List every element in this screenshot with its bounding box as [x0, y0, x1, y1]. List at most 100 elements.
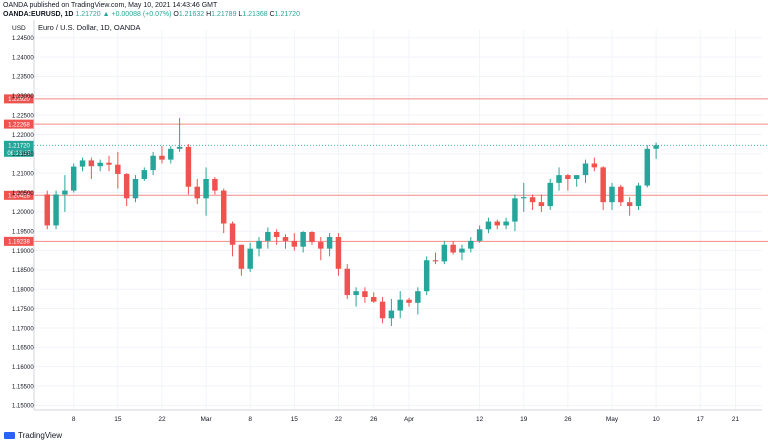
candle-body: [644, 148, 651, 186]
brand-label: TradingView: [18, 431, 63, 440]
candle-body: [291, 240, 298, 247]
candle-body: [635, 185, 642, 207]
candle-body: [318, 242, 324, 249]
y-tick-label: 1.17000: [12, 326, 34, 332]
candles: [44, 117, 659, 327]
y-axis-unit: USD: [12, 25, 26, 32]
candle-body: [194, 186, 200, 199]
x-tick-label: 26: [564, 416, 572, 423]
y-tick-label: 1.21500: [12, 152, 34, 158]
y-tick-label: 1.24000: [12, 55, 34, 61]
candle-body: [512, 198, 518, 222]
x-tick-label: 8: [248, 416, 252, 423]
ohlc-low-label: L: [238, 11, 243, 18]
candle-body: [609, 186, 615, 203]
candle-body: [168, 148, 174, 160]
x-tick-label: 22: [335, 416, 343, 423]
candle-body: [247, 248, 253, 269]
axes: 1.24500 1.24000 1.23500 1.23000 1.22500 1.220…: [12, 20, 762, 423]
candle-body: [326, 237, 333, 249]
price-level-label: 1.22920: [8, 97, 30, 103]
candle-body: [582, 163, 589, 176]
candle-body: [123, 173, 130, 199]
grid: [34, 30, 762, 410]
y-tick-label: 1.22500: [12, 113, 34, 119]
ohlc-close: 1.21720: [274, 11, 300, 18]
candle-body: [538, 202, 545, 207]
candle-body: [300, 231, 306, 247]
price-level-label: 1.22268: [8, 122, 30, 128]
candle-body: [626, 202, 633, 207]
candle-body: [44, 194, 50, 226]
last-price-tag: [4, 140, 34, 157]
footer: TradingView: [4, 431, 62, 440]
candle-body: [485, 221, 492, 230]
candle-body: [547, 182, 553, 207]
x-tick-label: 21: [732, 416, 740, 423]
ohlc-high: 1.21789: [211, 11, 237, 18]
candle-body: [441, 244, 448, 262]
countdown-label: 06:16:15: [7, 151, 31, 157]
y-tick-label: 1.15000: [12, 404, 34, 410]
candle-body: [468, 240, 474, 249]
y-tick-label: 1.18500: [12, 268, 34, 274]
y-tick-label: 1.20500: [12, 191, 34, 197]
candle-body: [88, 160, 95, 167]
candle-body: [423, 260, 430, 292]
x-tick-label: 15: [114, 416, 122, 423]
chart-title: Euro / U.S. Dollar, 1D, OANDA: [38, 23, 141, 32]
candle-body: [220, 190, 227, 224]
candle-body: [573, 175, 580, 179]
candle-body: [212, 178, 218, 191]
chart-header: OANDA published on TradingView.com, May …: [3, 1, 300, 19]
ohlc-open-label: O: [173, 11, 179, 18]
candle-body: [238, 244, 245, 269]
price-level-tag: [4, 190, 34, 200]
y-tick-label: 1.23500: [12, 75, 34, 81]
candle-body: [159, 155, 165, 160]
symbol-line: OANDA:EURUSD, 1D 1.21720 ▲ +0.00088 (+0.…: [3, 10, 300, 19]
candle-body: [53, 194, 59, 226]
y-tick-label: 1.15500: [12, 384, 34, 390]
candle-body: [176, 146, 183, 149]
y-tick-label: 1.17500: [12, 307, 34, 313]
candle-body: [344, 268, 350, 296]
candle-body: [503, 221, 509, 226]
price-level-tag: [4, 94, 34, 104]
candle-body: [282, 237, 289, 241]
candle-body: [600, 167, 606, 203]
x-tick-label: 19: [520, 416, 528, 423]
x-tick-label: Apr: [404, 416, 415, 423]
candle-body: [150, 155, 156, 171]
candle-body: [459, 248, 465, 253]
y-tick-label: 1.23000: [12, 94, 34, 100]
candle-body: [273, 231, 280, 238]
x-tick-label: 12: [476, 416, 484, 423]
candle-body: [256, 240, 262, 249]
x-tick-label: 8: [72, 416, 76, 423]
candle-body: [556, 175, 562, 183]
x-tick-label: 26: [370, 416, 378, 423]
published-line: OANDA published on TradingView.com, May …: [3, 2, 218, 9]
candle-body: [653, 145, 659, 149]
ohlc-high-label: H: [206, 11, 212, 18]
y-tick-label: 1.24500: [12, 36, 34, 42]
candle-body: [476, 229, 483, 241]
price-level-tag: [4, 119, 34, 129]
x-tick-label: 22: [158, 416, 166, 423]
candle-body: [406, 299, 412, 303]
y-tick-label: 1.20000: [12, 210, 34, 216]
y-tick-label: 1.22000: [12, 133, 34, 139]
y-tick-label: 1.18000: [12, 288, 34, 294]
price-level-tag: [4, 236, 34, 246]
x-tick-label: 17: [697, 416, 705, 423]
price-change: 1.21720 ▲ +0.00088 (+0.07%): [75, 11, 172, 18]
x-tick-label: 10: [652, 416, 660, 423]
price-level-label: 1.20428: [8, 194, 30, 200]
candle-body: [379, 301, 386, 319]
ohlc-close-label: C: [269, 11, 275, 18]
candle-body: [309, 231, 315, 243]
candle-body: [79, 160, 86, 167]
candle-body: [62, 190, 68, 195]
